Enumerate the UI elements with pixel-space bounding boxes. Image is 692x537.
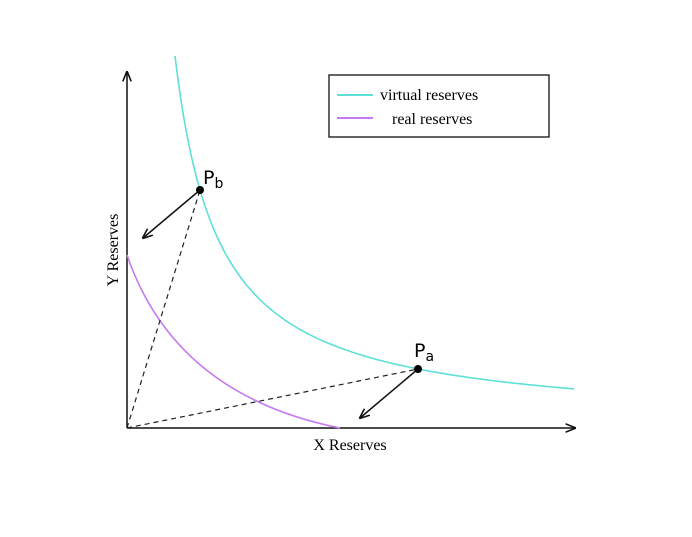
point-label: Pb [203, 167, 223, 192]
virtual-curve [174, 55, 575, 390]
point-subscript: a [425, 349, 434, 365]
x-axis-label: X Reserves [313, 437, 386, 454]
legend-box [328, 74, 550, 138]
point-letter: P [414, 340, 425, 362]
arrow [360, 368, 419, 418]
point [414, 365, 422, 373]
legend-label: virtual reserves [380, 87, 478, 104]
dashed-line [126, 368, 419, 429]
point-subscript: b [214, 176, 223, 192]
point-letter: P [203, 167, 214, 189]
point [196, 186, 204, 194]
legend-label: real reserves [392, 111, 472, 128]
arrow [143, 189, 201, 238]
point-label: Pa [414, 340, 434, 365]
real-curve [126, 254, 341, 429]
y-axis-label: Y Reserves [105, 214, 122, 287]
dashed-line [126, 189, 201, 429]
